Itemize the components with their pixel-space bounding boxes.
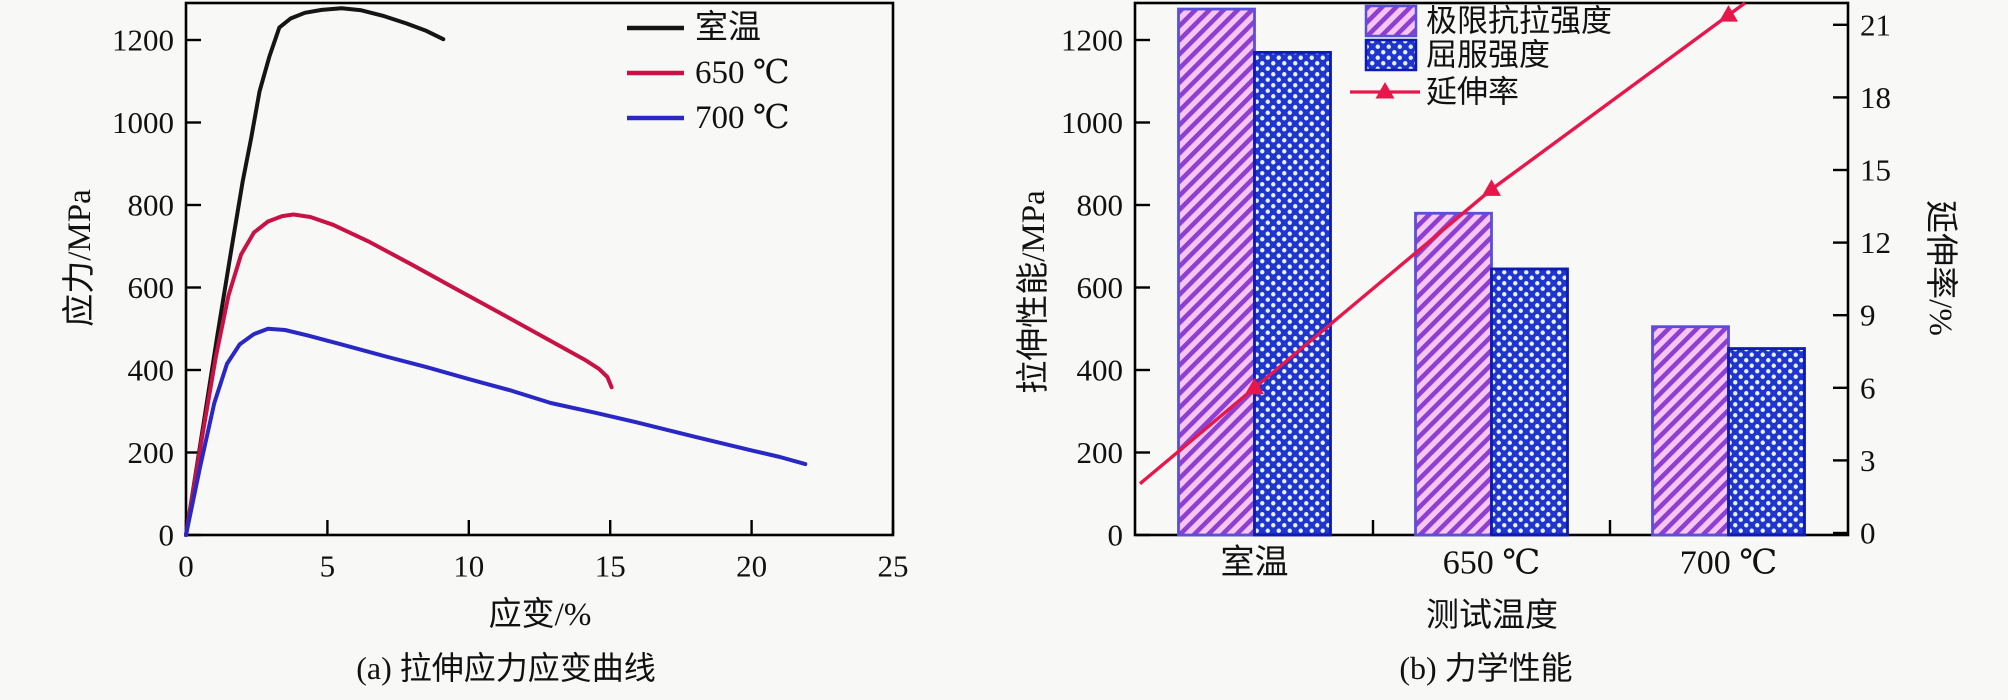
chart-b-y-tick-label: 800	[1077, 188, 1124, 223]
chart-a-y-axis-title: 应力/MPa	[62, 189, 98, 327]
chart-b-y-tick-label: 400	[1077, 353, 1124, 388]
bar-uts-2	[1651, 325, 1730, 537]
elongation-marker-1	[1482, 179, 1501, 196]
chart-a-x-tick-label: 0	[178, 549, 194, 584]
chart-a-y-tick-label: 0	[159, 518, 175, 553]
chart-a-y-tick-label: 1200	[112, 23, 174, 58]
chart-a-y-tick-label: 800	[128, 188, 175, 223]
bar-ys-2	[1727, 347, 1806, 537]
chart-b-right-tick-label: 18	[1860, 80, 1891, 115]
chart-a-y-tick-label: 400	[128, 353, 175, 388]
chart-a-caption: (a) 拉伸应力应变曲线	[356, 650, 656, 686]
chart-a-curve-0	[184, 6, 446, 537]
chart-b-legend-label-line: 延伸率	[1426, 75, 1519, 110]
chart-b-legend-swatch-1	[1364, 38, 1418, 72]
chart-b-legend-marker	[1375, 82, 1395, 99]
chart-b-category-label-2: 700 ℃	[1680, 545, 1778, 582]
chart-b-legend-label-1: 屈服强度	[1426, 38, 1550, 73]
chart-b-y-tick-label: 0	[1108, 518, 1124, 553]
chart-a-curve-2	[184, 326, 808, 537]
chart-b-right-tick-label: 9	[1860, 298, 1876, 333]
chart-a-legend-label-1: 650 ℃	[695, 55, 790, 91]
chart-b-legend-label-0: 极限抗拉强度	[1426, 4, 1612, 39]
chart-b-x-axis-title: 测试温度	[1426, 598, 1558, 634]
chart-b-right-tick-label: 3	[1860, 443, 1876, 478]
bar-uts-1	[1414, 211, 1493, 537]
chart-b-y-axis-title: 拉伸性能/MPa	[1016, 190, 1052, 394]
chart-b-right-tick-label: 21	[1860, 7, 1891, 42]
chart-b-category-label-0: 室温	[1221, 544, 1289, 582]
chart-b-right-tick-label: 12	[1860, 225, 1891, 260]
bar-ys-1	[1490, 267, 1569, 537]
elongation-marker-0	[1245, 377, 1264, 395]
chart-b-legend-swatch-0	[1364, 4, 1418, 38]
chart-a-y-tick-label: 1000	[112, 105, 174, 140]
chart-a: 0 5 10 15 20 25 0 200 400 600 800 1000 1200 室温 650 ℃ 70…	[112, 1, 909, 584]
chart-b-caption: (b) 力学性能	[1399, 650, 1573, 686]
chart-a-x-tick-label: 10	[453, 549, 484, 584]
chart-b-category-label-1: 650 ℃	[1443, 545, 1541, 582]
chart-b-y-tick-label: 1000	[1061, 105, 1123, 140]
chart-a-legend-label-0: 室温	[695, 9, 761, 46]
bar-ys-0	[1253, 50, 1332, 537]
chart-b-right-axis-title: 延伸率/%	[1922, 200, 1958, 336]
chart-b-right-tick-label: 15	[1860, 153, 1891, 188]
chart-a-x-tick-label: 5	[320, 549, 336, 584]
chart-b-right-tick-label: 0	[1860, 516, 1876, 551]
chart-b: 0 200 400 600 800 1000 1200 0 3 6 9 12 15 18 21 室温 650 ℃…	[1061, 1, 1891, 582]
chart-a-legend-label-2: 700 ℃	[695, 100, 790, 136]
chart-b-y-tick-label: 600	[1077, 270, 1124, 305]
chart-a-curve-1	[184, 212, 614, 537]
bar-uts-0	[1177, 7, 1256, 537]
chart-a-x-tick-label: 25	[878, 549, 909, 584]
elongation-marker-2	[1719, 5, 1738, 22]
chart-a-y-tick-label: 200	[128, 435, 175, 470]
chart-a-x-axis-title: 应变/%	[488, 597, 592, 633]
chart-a-y-tick-label: 600	[128, 270, 175, 305]
chart-a-x-tick-label: 20	[736, 549, 767, 584]
chart-a-frame	[184, 1, 895, 537]
chart-b-y-tick-label: 1200	[1061, 23, 1123, 58]
chart-b-right-tick-label: 6	[1860, 370, 1876, 405]
chart-a-x-tick-label: 15	[595, 549, 626, 584]
chart-b-y-tick-label: 200	[1077, 435, 1124, 470]
